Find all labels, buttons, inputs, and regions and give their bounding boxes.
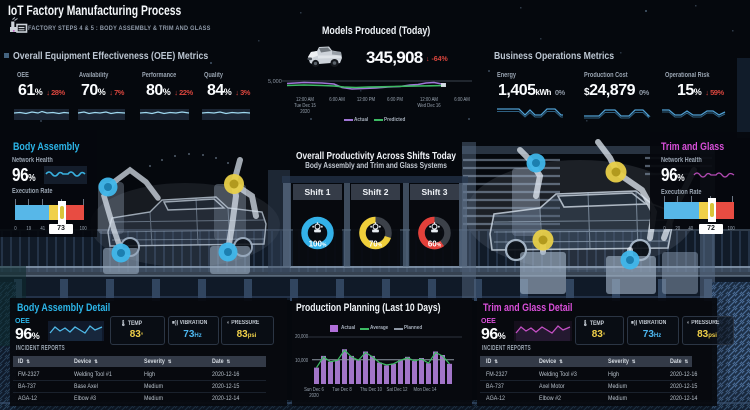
svg-text:60%: 60% bbox=[428, 240, 442, 249]
svg-text:100%: 100% bbox=[309, 240, 327, 249]
svg-text:5,000: 5,000 bbox=[268, 79, 282, 85]
svg-text:70%: 70% bbox=[369, 240, 383, 249]
